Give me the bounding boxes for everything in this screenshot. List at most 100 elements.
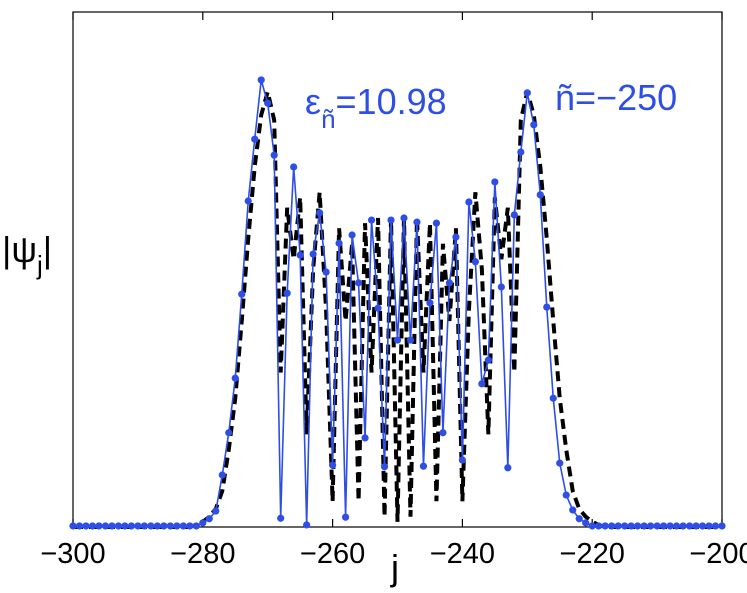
data-point	[478, 380, 486, 388]
data-point	[627, 522, 635, 530]
data-point	[283, 289, 291, 297]
data-point	[608, 522, 616, 530]
data-point	[452, 233, 460, 241]
data-point	[374, 304, 382, 312]
data-point	[672, 522, 681, 530]
data-point	[316, 209, 324, 217]
data-point	[127, 522, 136, 530]
data-point	[264, 99, 272, 107]
data-point	[393, 336, 402, 344]
x-tick-label: −240	[430, 538, 495, 570]
data-point	[432, 219, 441, 227]
data-point	[251, 135, 259, 143]
x-tick-label: −200	[689, 538, 747, 570]
data-point	[329, 461, 337, 469]
data-point	[445, 279, 454, 287]
annotation-sub: ñ	[321, 104, 335, 134]
data-point	[705, 522, 713, 530]
data-point	[121, 522, 129, 530]
data-point	[530, 121, 538, 129]
data-point	[465, 198, 473, 206]
data-point	[419, 462, 428, 470]
data-point	[491, 178, 499, 186]
data-point	[536, 191, 544, 199]
data-point	[698, 522, 707, 530]
data-point	[231, 374, 239, 382]
data-point	[205, 515, 213, 523]
data-point	[238, 290, 246, 298]
data-point	[186, 522, 194, 530]
annotation-main: ε	[305, 81, 321, 122]
data-point	[556, 459, 564, 467]
y-axis-label-main: |ψ	[2, 229, 37, 270]
data-point	[614, 522, 622, 530]
data-point	[692, 522, 700, 530]
data-point	[140, 522, 148, 530]
data-point	[504, 464, 512, 472]
data-point	[679, 522, 687, 530]
data-point	[588, 522, 596, 530]
data-point	[361, 434, 369, 442]
data-point	[426, 299, 434, 307]
data-point	[88, 522, 97, 530]
data-point	[621, 522, 629, 530]
data-point	[335, 239, 343, 247]
data-point	[173, 522, 181, 530]
data-point	[400, 214, 408, 222]
annotation: εñ=10.98	[305, 81, 447, 134]
data-point	[439, 429, 447, 437]
data-point	[659, 522, 668, 530]
x-tick-label: −260	[300, 538, 365, 570]
data-point	[270, 151, 278, 159]
data-point	[348, 231, 356, 239]
x-tick-label: −300	[40, 538, 105, 570]
data-point	[523, 89, 531, 97]
data-point	[277, 514, 285, 522]
data-point	[653, 522, 661, 530]
y-axis-label: |ψj|	[2, 229, 52, 280]
data-point	[666, 522, 674, 530]
data-point	[549, 394, 557, 402]
data-point	[685, 522, 694, 530]
data-point	[575, 515, 583, 523]
y-axis-label-suffix: |	[43, 229, 52, 270]
data-point	[101, 522, 110, 530]
data-point	[497, 283, 505, 291]
data-point	[160, 522, 168, 530]
data-point	[711, 522, 720, 530]
data-point	[192, 522, 200, 530]
annotation-suffix: =10.98	[336, 81, 447, 122]
data-point	[582, 519, 590, 527]
data-point	[484, 356, 492, 364]
data-point	[341, 513, 350, 521]
data-point	[517, 148, 525, 156]
data-point	[718, 522, 726, 530]
data-point	[309, 250, 317, 258]
data-point	[75, 522, 84, 530]
data-point	[647, 522, 655, 530]
data-point	[569, 506, 577, 514]
data-point	[367, 216, 376, 224]
data-point	[296, 251, 304, 259]
dashed-line	[73, 91, 722, 529]
data-point	[257, 76, 265, 84]
data-point	[471, 258, 479, 266]
plot-frame	[72, 11, 723, 528]
x-axis-label: j	[390, 547, 399, 588]
data-point	[95, 522, 103, 530]
x-tick-label: −220	[560, 538, 625, 570]
data-point	[114, 522, 123, 530]
y-axis-label-sub: j	[36, 250, 43, 280]
data-point	[601, 522, 609, 530]
x-tick-label: −280	[170, 538, 235, 570]
data-point	[244, 197, 252, 205]
data-point	[380, 463, 389, 471]
data-point	[458, 456, 466, 464]
data-point	[290, 163, 298, 171]
data-point	[406, 336, 415, 344]
data-point	[153, 522, 161, 530]
data-point	[179, 522, 187, 530]
data-point	[199, 519, 207, 527]
